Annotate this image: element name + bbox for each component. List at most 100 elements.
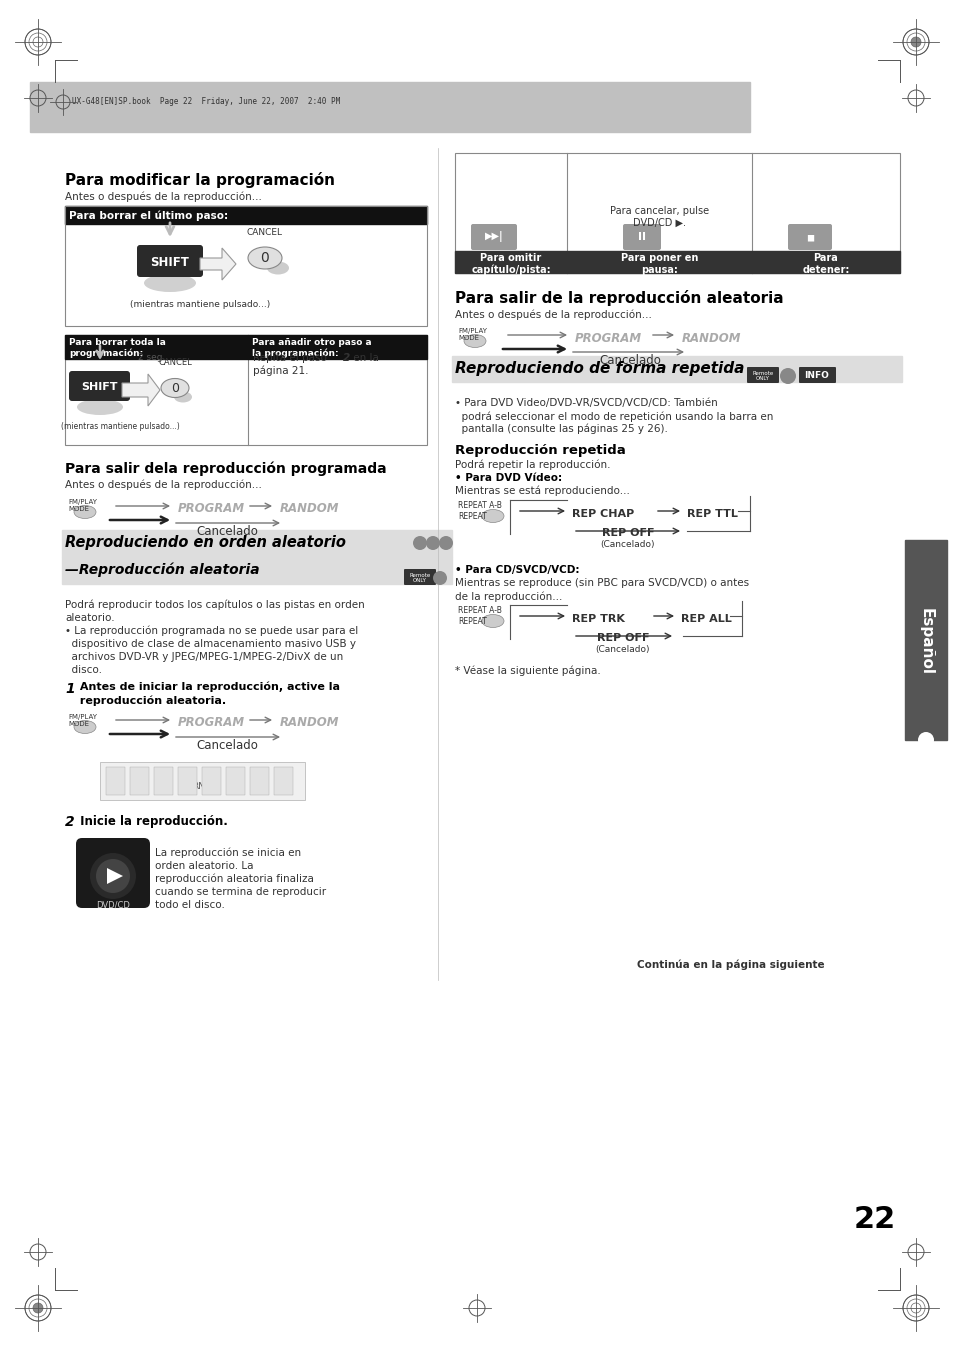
- Text: Para omitir
capítulo/pista:: Para omitir capítulo/pista:: [471, 253, 550, 276]
- Text: Cancelado: Cancelado: [196, 739, 257, 753]
- Text: orden aleatorio. La: orden aleatorio. La: [154, 861, 253, 871]
- Text: —Reproducción aleatoria: —Reproducción aleatoria: [65, 563, 259, 577]
- Circle shape: [90, 852, 136, 898]
- Bar: [248, 335, 427, 359]
- Ellipse shape: [173, 392, 192, 403]
- Text: cuando se termina de reproducir: cuando se termina de reproducir: [154, 888, 326, 897]
- Text: de la reproducción...: de la reproducción...: [455, 590, 561, 601]
- Ellipse shape: [144, 274, 195, 292]
- Text: página 21.: página 21.: [253, 366, 308, 377]
- Ellipse shape: [481, 509, 503, 523]
- Text: dispositivo de clase de almacenamiento masivo USB y: dispositivo de clase de almacenamiento m…: [65, 639, 355, 648]
- Text: (Cancelado): (Cancelado): [595, 644, 650, 654]
- Text: Para salir de la reproducción aleatoria: Para salir de la reproducción aleatoria: [455, 290, 782, 305]
- Text: Español: Español: [918, 608, 933, 676]
- Ellipse shape: [481, 615, 503, 627]
- Ellipse shape: [74, 505, 96, 519]
- Ellipse shape: [463, 335, 485, 347]
- Text: Repita el paso: Repita el paso: [253, 353, 330, 363]
- Text: RANDOM: RANDOM: [681, 331, 740, 345]
- FancyBboxPatch shape: [799, 367, 835, 382]
- FancyBboxPatch shape: [137, 245, 203, 277]
- Bar: [202, 767, 221, 794]
- Text: CANCEL: CANCEL: [247, 228, 283, 236]
- Text: 0: 0: [171, 381, 179, 394]
- Text: RND: RND: [192, 782, 212, 790]
- Text: Antes de iniciar la reproducción, active la: Antes de iniciar la reproducción, active…: [76, 682, 339, 693]
- Text: SHIFT: SHIFT: [82, 382, 118, 392]
- Text: Antes o después de la reproducción...: Antes o después de la reproducción...: [455, 309, 651, 319]
- Bar: [274, 767, 293, 794]
- Text: REP TRK: REP TRK: [572, 613, 624, 624]
- Text: (Cancelado): (Cancelado): [600, 540, 655, 549]
- Bar: [62, 557, 452, 584]
- Text: Para modificar la programación: Para modificar la programación: [65, 172, 335, 188]
- Circle shape: [433, 571, 447, 585]
- Text: CANCEL: CANCEL: [158, 358, 192, 367]
- Bar: [452, 357, 901, 382]
- Text: RANDOM: RANDOM: [280, 503, 339, 516]
- Bar: [100, 762, 305, 800]
- Text: Para
detener:: Para detener:: [801, 253, 849, 274]
- Text: REPEAT A-B: REPEAT A-B: [457, 501, 501, 509]
- Text: * Véase la siguiente página.: * Véase la siguiente página.: [455, 665, 600, 676]
- Bar: [455, 153, 899, 273]
- FancyBboxPatch shape: [622, 224, 660, 250]
- Text: FM/PLAY
MODE: FM/PLAY MODE: [68, 499, 97, 512]
- Text: II: II: [638, 232, 645, 242]
- Circle shape: [426, 536, 439, 550]
- Text: • La reproducción programada no se puede usar para el: • La reproducción programada no se puede…: [65, 626, 358, 636]
- Text: aleatorio.: aleatorio.: [65, 613, 114, 623]
- Text: todo el disco.: todo el disco.: [154, 900, 225, 911]
- Text: • Para CD/SVCD/VCD:: • Para CD/SVCD/VCD:: [455, 565, 578, 576]
- Bar: [566, 251, 751, 273]
- Text: REP CHAP: REP CHAP: [572, 509, 634, 519]
- Text: Continúa en la página siguiente: Continúa en la página siguiente: [637, 961, 824, 970]
- Text: DVD/CD: DVD/CD: [96, 900, 130, 909]
- Text: Para poner en
pausa:: Para poner en pausa:: [620, 253, 698, 274]
- Text: FM/PLAY
MODE: FM/PLAY MODE: [457, 328, 486, 340]
- Text: Cancelado: Cancelado: [196, 526, 257, 538]
- Text: Cancelado: Cancelado: [598, 354, 660, 367]
- Text: Para añadir otro paso a
la programación:: Para añadir otro paso a la programación:: [252, 338, 372, 358]
- Text: RANDOM: RANDOM: [280, 716, 339, 730]
- Bar: [153, 767, 172, 794]
- Text: (mientras mantiene pulsado...): (mientras mantiene pulsado...): [61, 422, 179, 431]
- Circle shape: [96, 859, 130, 893]
- Text: FM/PLAY
MODE: FM/PLAY MODE: [68, 713, 97, 727]
- Text: PROGRAM: PROGRAM: [575, 331, 641, 345]
- Text: ▶▶|: ▶▶|: [484, 231, 503, 242]
- Text: PROGRAM: PROGRAM: [178, 503, 245, 516]
- Text: 0: 0: [260, 251, 269, 265]
- Text: La reproducción se inicia en: La reproducción se inicia en: [154, 848, 301, 858]
- Text: REPEAT: REPEAT: [457, 617, 486, 626]
- Text: UX-G48[EN]SP.book  Page 22  Friday, June 22, 2007  2:40 PM: UX-G48[EN]SP.book Page 22 Friday, June 2…: [71, 97, 340, 107]
- Ellipse shape: [248, 247, 282, 269]
- Text: REP TTL: REP TTL: [686, 509, 737, 519]
- FancyBboxPatch shape: [403, 569, 436, 585]
- Text: REPEAT A-B: REPEAT A-B: [457, 607, 501, 615]
- Bar: [106, 767, 125, 794]
- Text: REP OFF: REP OFF: [597, 634, 649, 643]
- Bar: [904, 540, 946, 740]
- Circle shape: [33, 1302, 43, 1313]
- Text: (mientras mantiene pulsado...): (mientras mantiene pulsado...): [130, 300, 270, 309]
- Text: Mientras se reproduce (sin PBC para SVCD/VCD) o antes: Mientras se reproduce (sin PBC para SVCD…: [455, 578, 748, 588]
- Text: Reproduciendo en orden aleatorio: Reproduciendo en orden aleatorio: [65, 535, 346, 550]
- Polygon shape: [122, 374, 160, 407]
- Circle shape: [910, 36, 920, 47]
- Bar: [751, 251, 899, 273]
- Ellipse shape: [267, 262, 289, 274]
- Text: PROGRAM: PROGRAM: [178, 716, 245, 730]
- Bar: [30, 82, 749, 132]
- Text: Antes o después de la reproducción...: Antes o después de la reproducción...: [65, 480, 262, 490]
- Ellipse shape: [161, 378, 189, 397]
- Text: Podrá repetir la reproducción.: Podrá repetir la reproducción.: [455, 459, 610, 470]
- Text: en la: en la: [350, 353, 378, 363]
- Text: Para salir dela reproducción programada: Para salir dela reproducción programada: [65, 462, 386, 477]
- Bar: [62, 530, 452, 557]
- Circle shape: [917, 732, 933, 748]
- Text: Para cancelar, pulse
DVD/CD ▶.: Para cancelar, pulse DVD/CD ▶.: [609, 205, 708, 228]
- Text: podrá seleccionar el modo de repetición usando la barra en: podrá seleccionar el modo de repetición …: [455, 411, 773, 422]
- Text: pantalla (consulte las páginas 25 y 26).: pantalla (consulte las páginas 25 y 26).: [455, 424, 667, 435]
